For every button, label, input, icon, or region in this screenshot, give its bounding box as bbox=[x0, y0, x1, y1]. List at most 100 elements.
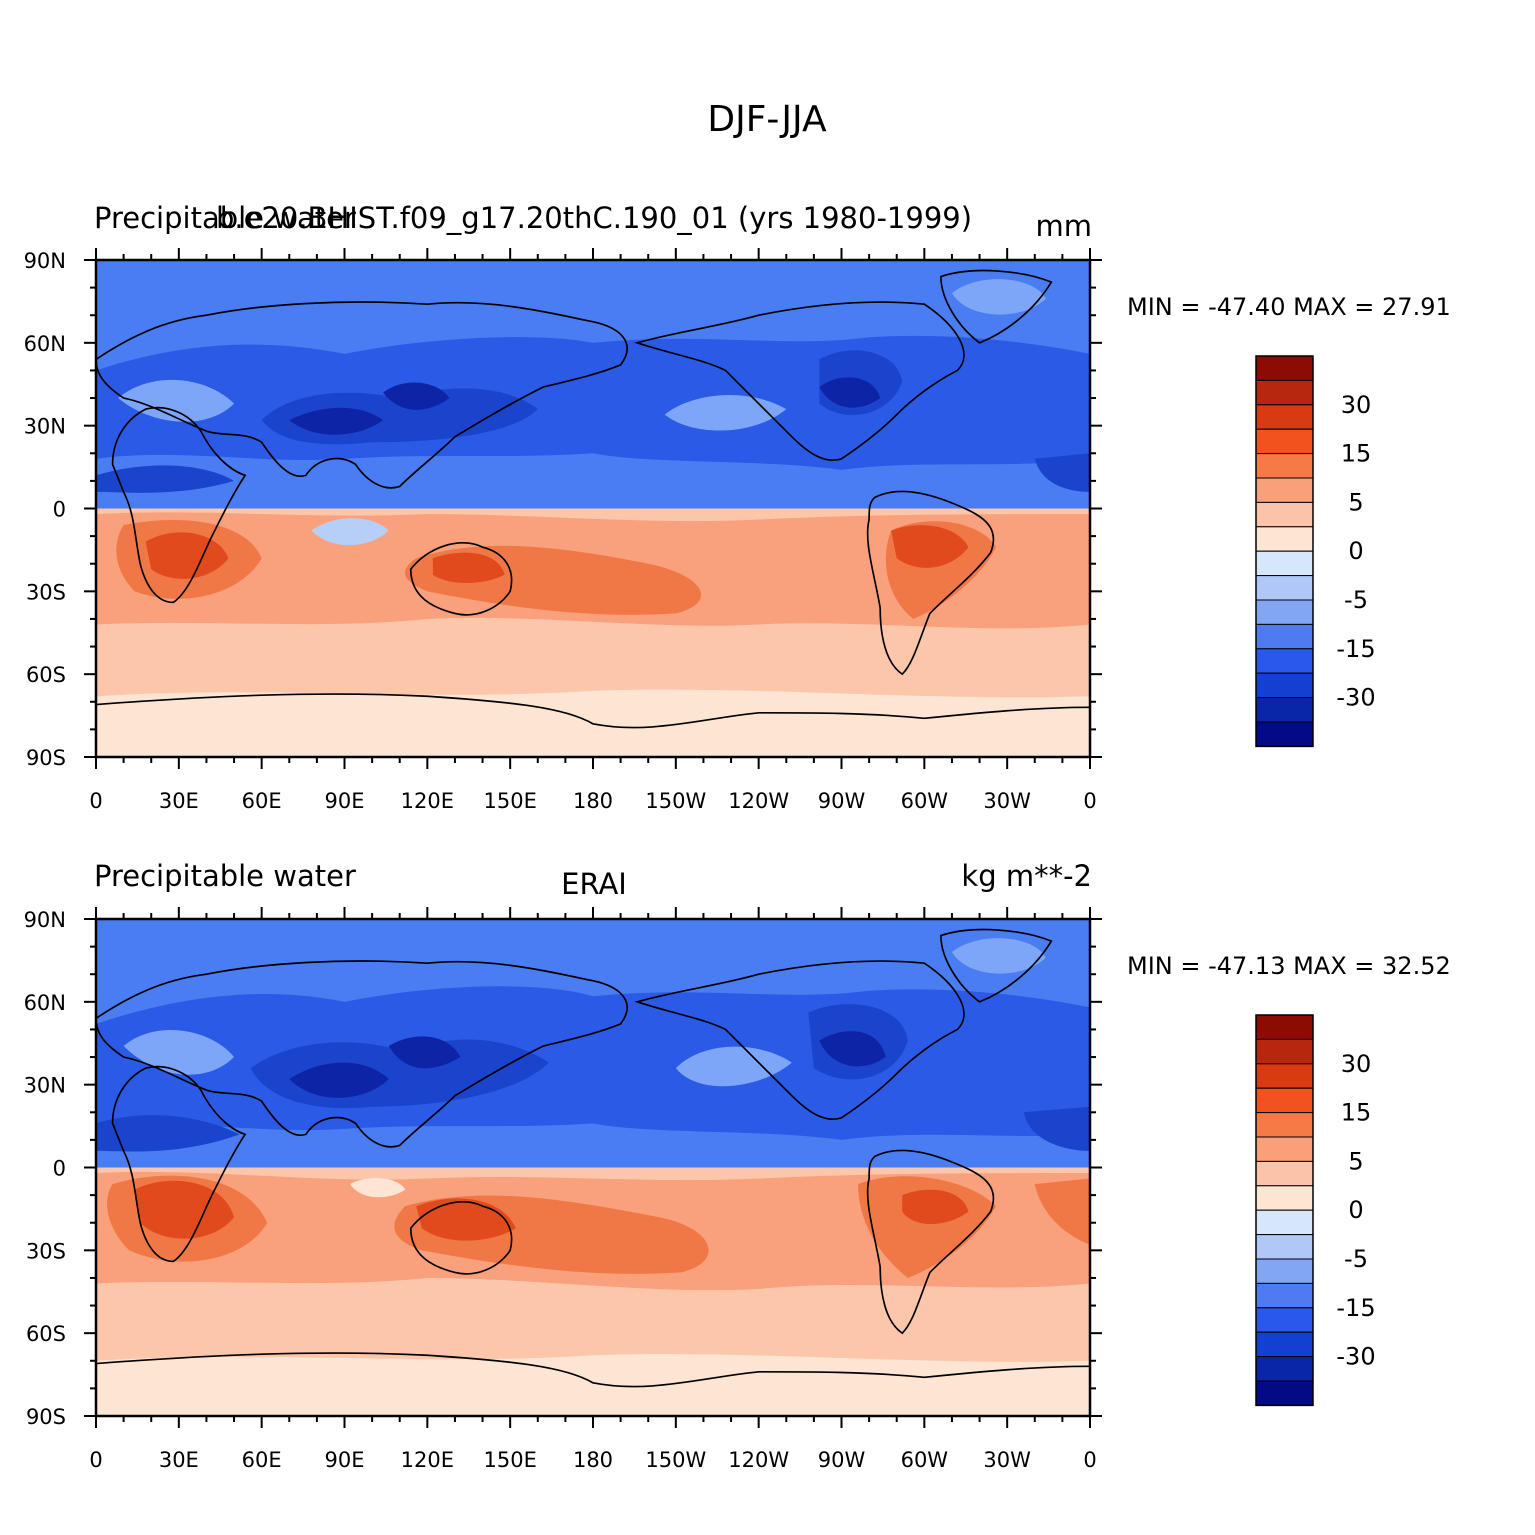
fill-n5 bbox=[289, 377, 881, 435]
coast-australia bbox=[409, 542, 513, 616]
colorbar-label: -15 bbox=[1336, 635, 1375, 663]
contour-fill bbox=[96, 919, 1090, 1416]
colorbar-swatch bbox=[1255, 550, 1314, 577]
colorbar-swatch bbox=[1255, 1112, 1314, 1138]
lon-axis: 0 30E 60E 90E 120E 150E 180 150W 120W 90W 60W 30W 0 bbox=[89, 1448, 1096, 1472]
lat-tick-label: 60N bbox=[24, 332, 66, 356]
coast-australia bbox=[409, 1201, 513, 1275]
min-max-label: MIN = -47.13 MAX = 32.52 bbox=[1127, 952, 1451, 980]
colorbar-swatch bbox=[1255, 697, 1314, 723]
colorbar-label: 30 bbox=[1341, 1050, 1372, 1078]
panel-units: kg m**-2 bbox=[961, 859, 1092, 893]
colorbar-swatch bbox=[1255, 1160, 1314, 1187]
coast-south-america bbox=[866, 490, 995, 676]
fill-n1 bbox=[123, 938, 1046, 1087]
colorbar: 30 15 5 0 -5 -15 -30 bbox=[1255, 1014, 1376, 1407]
lat-tick-label: 30N bbox=[24, 1074, 66, 1098]
lon-tick-label: 90E bbox=[325, 789, 365, 813]
colorbar-swatch bbox=[1255, 477, 1314, 503]
lon-tick-label: 0 bbox=[89, 1448, 102, 1472]
lat-axis: 90N 60N 30N 0 30S 60S 90S bbox=[24, 908, 66, 1429]
frame-ticks bbox=[84, 248, 1102, 769]
lat-tick-label: 30S bbox=[26, 580, 66, 604]
colorbar-swatch bbox=[1255, 404, 1314, 430]
colorbar-label: 5 bbox=[1348, 1147, 1363, 1175]
colorbar-label: -5 bbox=[1344, 586, 1368, 614]
lat-axis: 90N 60N 30N 0 30S 60S 90S bbox=[24, 249, 66, 770]
colorbar-swatch bbox=[1255, 1063, 1314, 1089]
colorbar-frame bbox=[1255, 1014, 1314, 1407]
fill-n3 bbox=[96, 986, 1090, 1140]
lon-tick-label: 0 bbox=[89, 789, 102, 813]
fill-n5 bbox=[289, 1031, 886, 1098]
lon-tick-label: 120W bbox=[728, 1448, 789, 1472]
colorbar-label: 5 bbox=[1348, 488, 1363, 516]
colorbar-swatch bbox=[1255, 501, 1314, 528]
lon-tick-label: 90W bbox=[818, 789, 866, 813]
colorbar-swatch bbox=[1255, 428, 1314, 455]
colorbar-swatch bbox=[1255, 1356, 1314, 1382]
fill-n1 bbox=[118, 279, 1046, 431]
coast-africa bbox=[111, 406, 247, 604]
lon-tick-label: 180 bbox=[573, 1448, 613, 1472]
lat-tick-label: 90N bbox=[24, 908, 66, 932]
lon-tick-label: 30W bbox=[983, 1448, 1031, 1472]
coast-antarctica bbox=[96, 1352, 1090, 1388]
colorbar-swatch bbox=[1255, 1331, 1314, 1358]
coast-north-america bbox=[634, 960, 965, 1120]
colorbar-swatch bbox=[1255, 355, 1314, 381]
fill-p3 bbox=[107, 1175, 1090, 1278]
panel-left-title: Precipitable water bbox=[94, 859, 356, 893]
colorbar-swatch bbox=[1255, 1087, 1314, 1114]
colorbar-swatch bbox=[1255, 1234, 1314, 1260]
lat-tick-label: 60N bbox=[24, 991, 66, 1015]
colorbar-swatch bbox=[1255, 1014, 1314, 1040]
panel-center-title: ERAI bbox=[561, 867, 627, 901]
colorbar-swatch bbox=[1255, 721, 1314, 747]
map-model bbox=[96, 260, 1090, 757]
coast-greenland bbox=[940, 269, 1053, 344]
colorbar-swatch bbox=[1255, 1209, 1314, 1236]
colorbar-swatch bbox=[1255, 575, 1314, 601]
colorbar-swatch bbox=[1255, 1038, 1314, 1065]
coast-eurasia bbox=[96, 960, 628, 1148]
colorbar-label: -5 bbox=[1344, 1245, 1368, 1273]
lon-tick-label: 120E bbox=[401, 1448, 454, 1472]
lat-tick-label: 0 bbox=[53, 1157, 66, 1181]
panel-model: Precipitable water b.e20.BHIST.f09_g17.2… bbox=[24, 201, 1451, 813]
coast-north-america bbox=[634, 301, 965, 461]
colorbar-swatch bbox=[1255, 672, 1314, 699]
lon-tick-label: 150E bbox=[483, 789, 536, 813]
colorbar-swatch bbox=[1255, 648, 1314, 674]
colorbar-swatch bbox=[1255, 526, 1314, 552]
lat-tick-label: 60S bbox=[26, 1322, 66, 1346]
fill-n0 bbox=[311, 518, 389, 546]
lat-tick-label: 30S bbox=[26, 1239, 66, 1263]
colorbar-label: -15 bbox=[1336, 1294, 1375, 1322]
coast-africa bbox=[111, 1065, 247, 1263]
lat-tick-label: 90S bbox=[26, 1405, 66, 1429]
coastlines bbox=[96, 269, 1090, 729]
panel-left-title: Precipitable water bbox=[94, 201, 356, 235]
colorbar-label: 0 bbox=[1348, 537, 1363, 565]
lon-tick-label: 0 bbox=[1083, 789, 1096, 813]
fill-p1b bbox=[96, 624, 1090, 702]
lon-tick-label: 150W bbox=[645, 789, 706, 813]
colorbar-swatch bbox=[1255, 1136, 1314, 1162]
fill-p0 bbox=[96, 1178, 1090, 1416]
lon-tick-label: 120E bbox=[401, 789, 454, 813]
lat-tick-label: 0 bbox=[53, 498, 66, 522]
lon-tick-label: 90E bbox=[325, 1448, 365, 1472]
frame-ticks bbox=[84, 907, 1102, 1428]
colorbar-label: 15 bbox=[1341, 1099, 1372, 1127]
lon-tick-label: 30E bbox=[159, 1448, 199, 1472]
fill-p3 bbox=[116, 520, 997, 619]
lon-tick-label: 60W bbox=[901, 1448, 949, 1472]
figure-title: DJF-JJA bbox=[707, 99, 827, 140]
lon-tick-label: 30W bbox=[983, 789, 1031, 813]
lat-tick-label: 90S bbox=[26, 746, 66, 770]
lat-tick-label: 30N bbox=[24, 415, 66, 439]
colorbar-swatch bbox=[1255, 623, 1314, 650]
lat-tick-label: 90N bbox=[24, 249, 66, 273]
